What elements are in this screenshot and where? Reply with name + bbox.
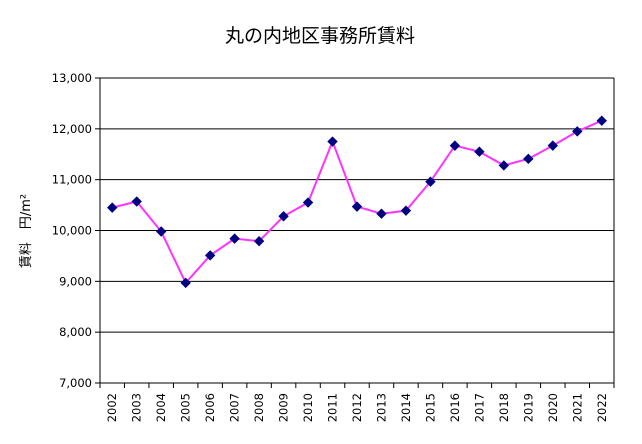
y-tick-label: 8,000: [59, 325, 92, 339]
y-tick-labels: 7,000 8,000 9,000 10,000 11,000 12,000 13,000: [52, 71, 92, 390]
data-point: [474, 146, 485, 157]
data-point: [523, 153, 534, 165]
axes: [95, 77, 615, 388]
x-tick-label: 2020: [546, 393, 560, 422]
data-point: [449, 140, 461, 151]
x-tick-label: 2014: [399, 393, 413, 422]
y-axis-label: 賃料 円/m²: [19, 194, 34, 268]
x-tick-label: 2018: [497, 393, 511, 422]
data-point: [351, 201, 363, 212]
data-point: [547, 140, 559, 151]
data-point: [180, 277, 191, 289]
x-tick-label: 2015: [423, 393, 437, 422]
y-tick-label: 10,000: [52, 224, 92, 238]
data-point: [302, 197, 314, 208]
x-tick-label: 2022: [595, 393, 609, 422]
chart-title: 丸の内地区事務所賃料: [225, 25, 415, 47]
x-tick-label: 2017: [472, 393, 486, 422]
data-point: [278, 211, 289, 222]
x-tick-label: 2012: [350, 393, 364, 422]
data-point: [204, 250, 216, 261]
data-point: [131, 196, 142, 207]
data-point: [596, 115, 607, 126]
data-point: [376, 208, 387, 219]
x-tick-label: 2002: [105, 393, 119, 422]
data-point: [107, 202, 118, 213]
x-tick-label: 2004: [154, 393, 168, 422]
x-tick-label: 2016: [448, 393, 462, 422]
x-tick-label: 2006: [203, 393, 217, 422]
x-tick-label: 2011: [326, 393, 340, 422]
data-point: [498, 160, 510, 171]
x-tick-labels: 2002 2003 2004 2005 2006 2007 2008 2009 2010 2011…: [105, 393, 609, 422]
data-point: [229, 233, 240, 244]
x-tick-label: 2010: [301, 393, 315, 422]
y-tick-label: 13,000: [52, 71, 92, 85]
x-tick-label: 2008: [252, 393, 266, 422]
y-tick-label: 11,000: [52, 173, 92, 187]
x-tick-label: 2013: [374, 393, 388, 422]
data-point: [572, 126, 583, 137]
x-tick-label: 2005: [179, 393, 193, 422]
data-point: [400, 205, 412, 216]
x-tick-label: 2003: [130, 393, 144, 422]
data-point: [155, 226, 167, 237]
data-point: [327, 136, 338, 147]
series-layer: [107, 115, 607, 289]
x-tick-label: 2007: [228, 393, 242, 422]
y-tick-label: 7,000: [59, 376, 92, 390]
x-tick-label: 2021: [570, 393, 584, 422]
data-point: [425, 176, 436, 187]
x-tick-label: 2019: [521, 393, 535, 422]
data-point: [253, 235, 265, 247]
y-tick-label: 12,000: [52, 122, 92, 136]
y-tick-label: 9,000: [59, 274, 92, 288]
x-tick-label: 2009: [277, 393, 291, 422]
